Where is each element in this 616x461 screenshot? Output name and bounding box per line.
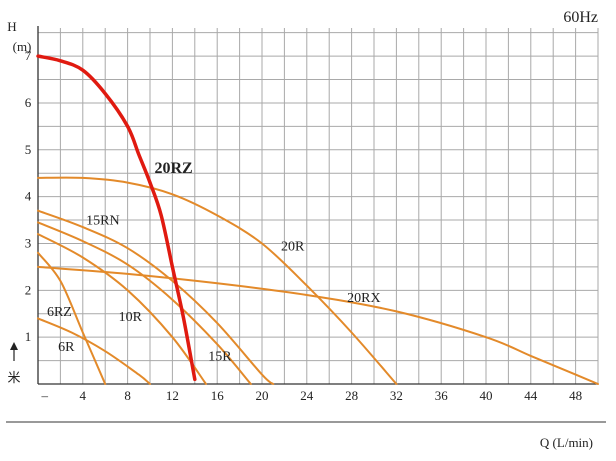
y-axis-side-label: 米 xyxy=(7,370,20,385)
x-tick-label: 8 xyxy=(124,388,131,403)
y-axis-label: H xyxy=(7,19,16,34)
curve-label-6rz: 6RZ xyxy=(47,305,72,320)
y-tick-label: 3 xyxy=(25,235,32,250)
curve-label-20rz: 20RZ xyxy=(154,160,192,177)
y-axis-arrow xyxy=(10,342,18,361)
curve-label-6r: 6R xyxy=(58,340,75,355)
x-tick-label: 44 xyxy=(524,388,538,403)
curve-label-15r: 15R xyxy=(208,350,232,365)
curve-label-10r: 10R xyxy=(119,310,143,325)
frequency-label: 60Hz xyxy=(563,9,598,26)
curve-10r xyxy=(37,233,207,385)
x-tick-label: 4 xyxy=(80,388,87,403)
y-tick-label: 1 xyxy=(25,329,32,344)
x-tick-label: – xyxy=(40,388,48,403)
y-tick-label: 7 xyxy=(25,48,32,63)
x-tick-label: 36 xyxy=(435,388,449,403)
y-tick-label: 2 xyxy=(25,282,32,297)
curve-label-15rn: 15RN xyxy=(86,214,119,229)
curve-label-20r: 20R xyxy=(281,240,305,255)
chart-curves xyxy=(36,54,599,385)
x-tick-label: 20 xyxy=(256,388,269,403)
curve-label-20rx: 20RX xyxy=(347,291,380,306)
curve-6rz xyxy=(37,251,107,385)
x-tick-label: 48 xyxy=(569,388,582,403)
x-tick-label: 24 xyxy=(300,388,314,403)
y-tick-label: 5 xyxy=(25,142,32,157)
curve-20r xyxy=(37,176,398,385)
x-tick-label: 32 xyxy=(390,388,403,403)
curve-15rn xyxy=(37,209,275,385)
x-tick-label: 16 xyxy=(211,388,225,403)
curve-6r xyxy=(37,317,151,385)
curve-20rz xyxy=(36,54,197,382)
y-tick-label: 4 xyxy=(25,189,32,204)
x-tick-label: 28 xyxy=(345,388,358,403)
y-tick-label: 6 xyxy=(25,95,32,110)
x-axis-label: Q (L/min) xyxy=(540,435,593,450)
x-tick-label: 40 xyxy=(480,388,493,403)
curve-20rx xyxy=(37,265,599,385)
y-axis-unit: (m) xyxy=(13,39,32,54)
chart-labels: 20R 20RX 15RN 15R 10R 6RZ 6R 20RZ xyxy=(47,160,381,364)
chart-grid xyxy=(38,28,599,384)
x-tick-label: 12 xyxy=(166,388,179,403)
curve-15r xyxy=(37,221,252,385)
